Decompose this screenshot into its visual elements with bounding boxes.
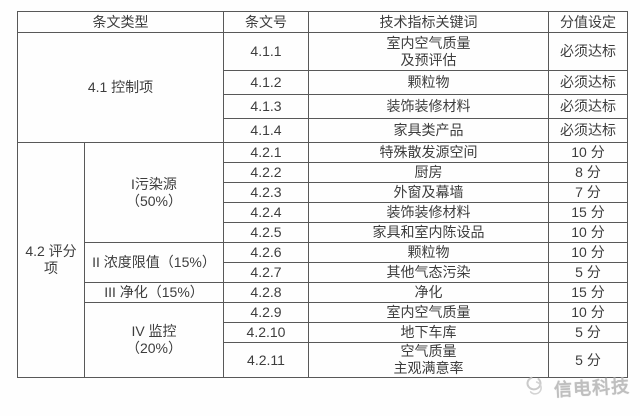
- watermark: 信电科技: [522, 369, 631, 406]
- cell-score: 必须达标: [548, 70, 628, 95]
- cell-num: 4.2.10: [223, 322, 309, 343]
- cell-score: 5 分: [548, 262, 628, 283]
- section-41-type-label: 4.1 控制项: [17, 32, 224, 143]
- cell-num: 4.2.2: [223, 162, 309, 183]
- cell-keyword: 颗粒物: [308, 70, 549, 95]
- cell-keyword: 其他气态污染: [308, 262, 549, 283]
- cell-num: 4.1.3: [223, 94, 309, 119]
- col-header-type: 条文类型: [17, 11, 224, 33]
- cell-num: 4.2.3: [223, 182, 309, 203]
- table-row: 4.2.3 外窗及幕墙 7 分: [18, 182, 628, 203]
- cell-keyword: 室内空气质量: [308, 302, 549, 323]
- cell-score: 15 分: [548, 282, 628, 303]
- section-42-type-label: 4.2 评分 项: [17, 142, 85, 378]
- cell-score: 必须达标: [548, 32, 628, 71]
- cell-num: 4.2.7: [223, 262, 309, 283]
- table-row: 4.2.5 家具和室内陈设品 10 分: [18, 222, 628, 243]
- cell-score: 10 分: [548, 222, 628, 243]
- cell-num: 4.1.4: [223, 118, 309, 143]
- cell-score: 8 分: [548, 162, 628, 183]
- table-row: 4.1.4 家具类产品 必须达标: [18, 118, 628, 143]
- cell-num: 4.2.5: [223, 222, 309, 243]
- cell-num: 4.2.9: [223, 302, 309, 323]
- cell-keyword: 家具和室内陈设品: [308, 222, 549, 243]
- cell-num: 4.2.11: [223, 342, 309, 378]
- group-label-concentration-limit: II 浓度限值（15%）: [84, 242, 224, 283]
- cell-score: 10 分: [548, 242, 628, 263]
- group-label-pollution-source: I污染源 （50%）: [84, 142, 224, 243]
- table-row: IV 监控 （20%） 4.2.9 室内空气质量 10 分: [18, 302, 628, 378]
- table-row: 4.1.2 颗粒物 必须达标: [18, 70, 628, 95]
- table-row: II 浓度限值（15%） 4.2.6 颗粒物 10 分: [18, 242, 628, 283]
- table-row: 4.1.3 装饰装修材料 必须达标: [18, 94, 628, 119]
- cell-score: 15 分: [548, 202, 628, 223]
- cell-keyword: 颗粒物: [308, 242, 549, 263]
- cell-keyword: 室内空气质量 及预评估: [308, 32, 549, 71]
- cell-num: 4.2.4: [223, 202, 309, 223]
- col-header-score: 分值设定: [548, 11, 628, 33]
- table-row: 4.2 评分 项 I污染源 （50%） 4.2.1 特殊散发源空间 10 分: [17, 142, 628, 378]
- cell-num: 4.2.8: [223, 282, 309, 303]
- group-label-monitoring: IV 监控 （20%）: [84, 302, 224, 378]
- watermark-text: 信电科技: [553, 375, 631, 400]
- cell-score: 必须达标: [548, 94, 628, 119]
- cell-score: 必须达标: [548, 118, 628, 143]
- cell-num: 4.1.2: [223, 70, 309, 95]
- table-row: 4.2.11 空气质量 主观满意率 5 分: [18, 342, 628, 378]
- cell-score: 10 分: [548, 142, 628, 163]
- cell-keyword: 厨房: [308, 162, 549, 183]
- cell-num: 4.2.6: [223, 242, 309, 263]
- table-row: 4.1 控制项 4.1.1 室内空气质量 及预评估 必须达标: [17, 32, 628, 143]
- cell-keyword: 装饰装修材料: [308, 202, 549, 223]
- spec-score-table: 条文类型 条文号 技术指标关键词 分值设定 4.1 控制项 4.1.1 室内空气…: [17, 11, 628, 378]
- table-row: III 净化（15%） 4.2.8 净化 15 分: [18, 282, 628, 303]
- cell-keyword: 地下车库: [308, 322, 549, 343]
- cell-score: 5 分: [548, 342, 628, 378]
- header-row: 条文类型 条文号 技术指标关键词 分值设定: [17, 11, 628, 33]
- cell-keyword: 家具类产品: [308, 118, 549, 143]
- cell-keyword: 外窗及幕墙: [308, 182, 549, 203]
- cell-num: 4.2.1: [223, 142, 309, 163]
- cell-keyword: 空气质量 主观满意率: [308, 342, 549, 378]
- cell-score: 10 分: [548, 302, 628, 323]
- cell-score: 7 分: [548, 182, 628, 203]
- cell-keyword: 净化: [308, 282, 549, 303]
- cell-score: 5 分: [548, 322, 628, 343]
- group-label-purification: III 净化（15%）: [84, 282, 224, 303]
- cell-num: 4.1.1: [223, 32, 309, 71]
- col-header-keyword: 技术指标关键词: [308, 11, 549, 33]
- col-header-num: 条文号: [223, 11, 309, 33]
- cell-keyword: 装饰装修材料: [308, 94, 549, 119]
- brand-swirl-logo-icon: [522, 373, 550, 405]
- cell-keyword: 特殊散发源空间: [308, 142, 549, 163]
